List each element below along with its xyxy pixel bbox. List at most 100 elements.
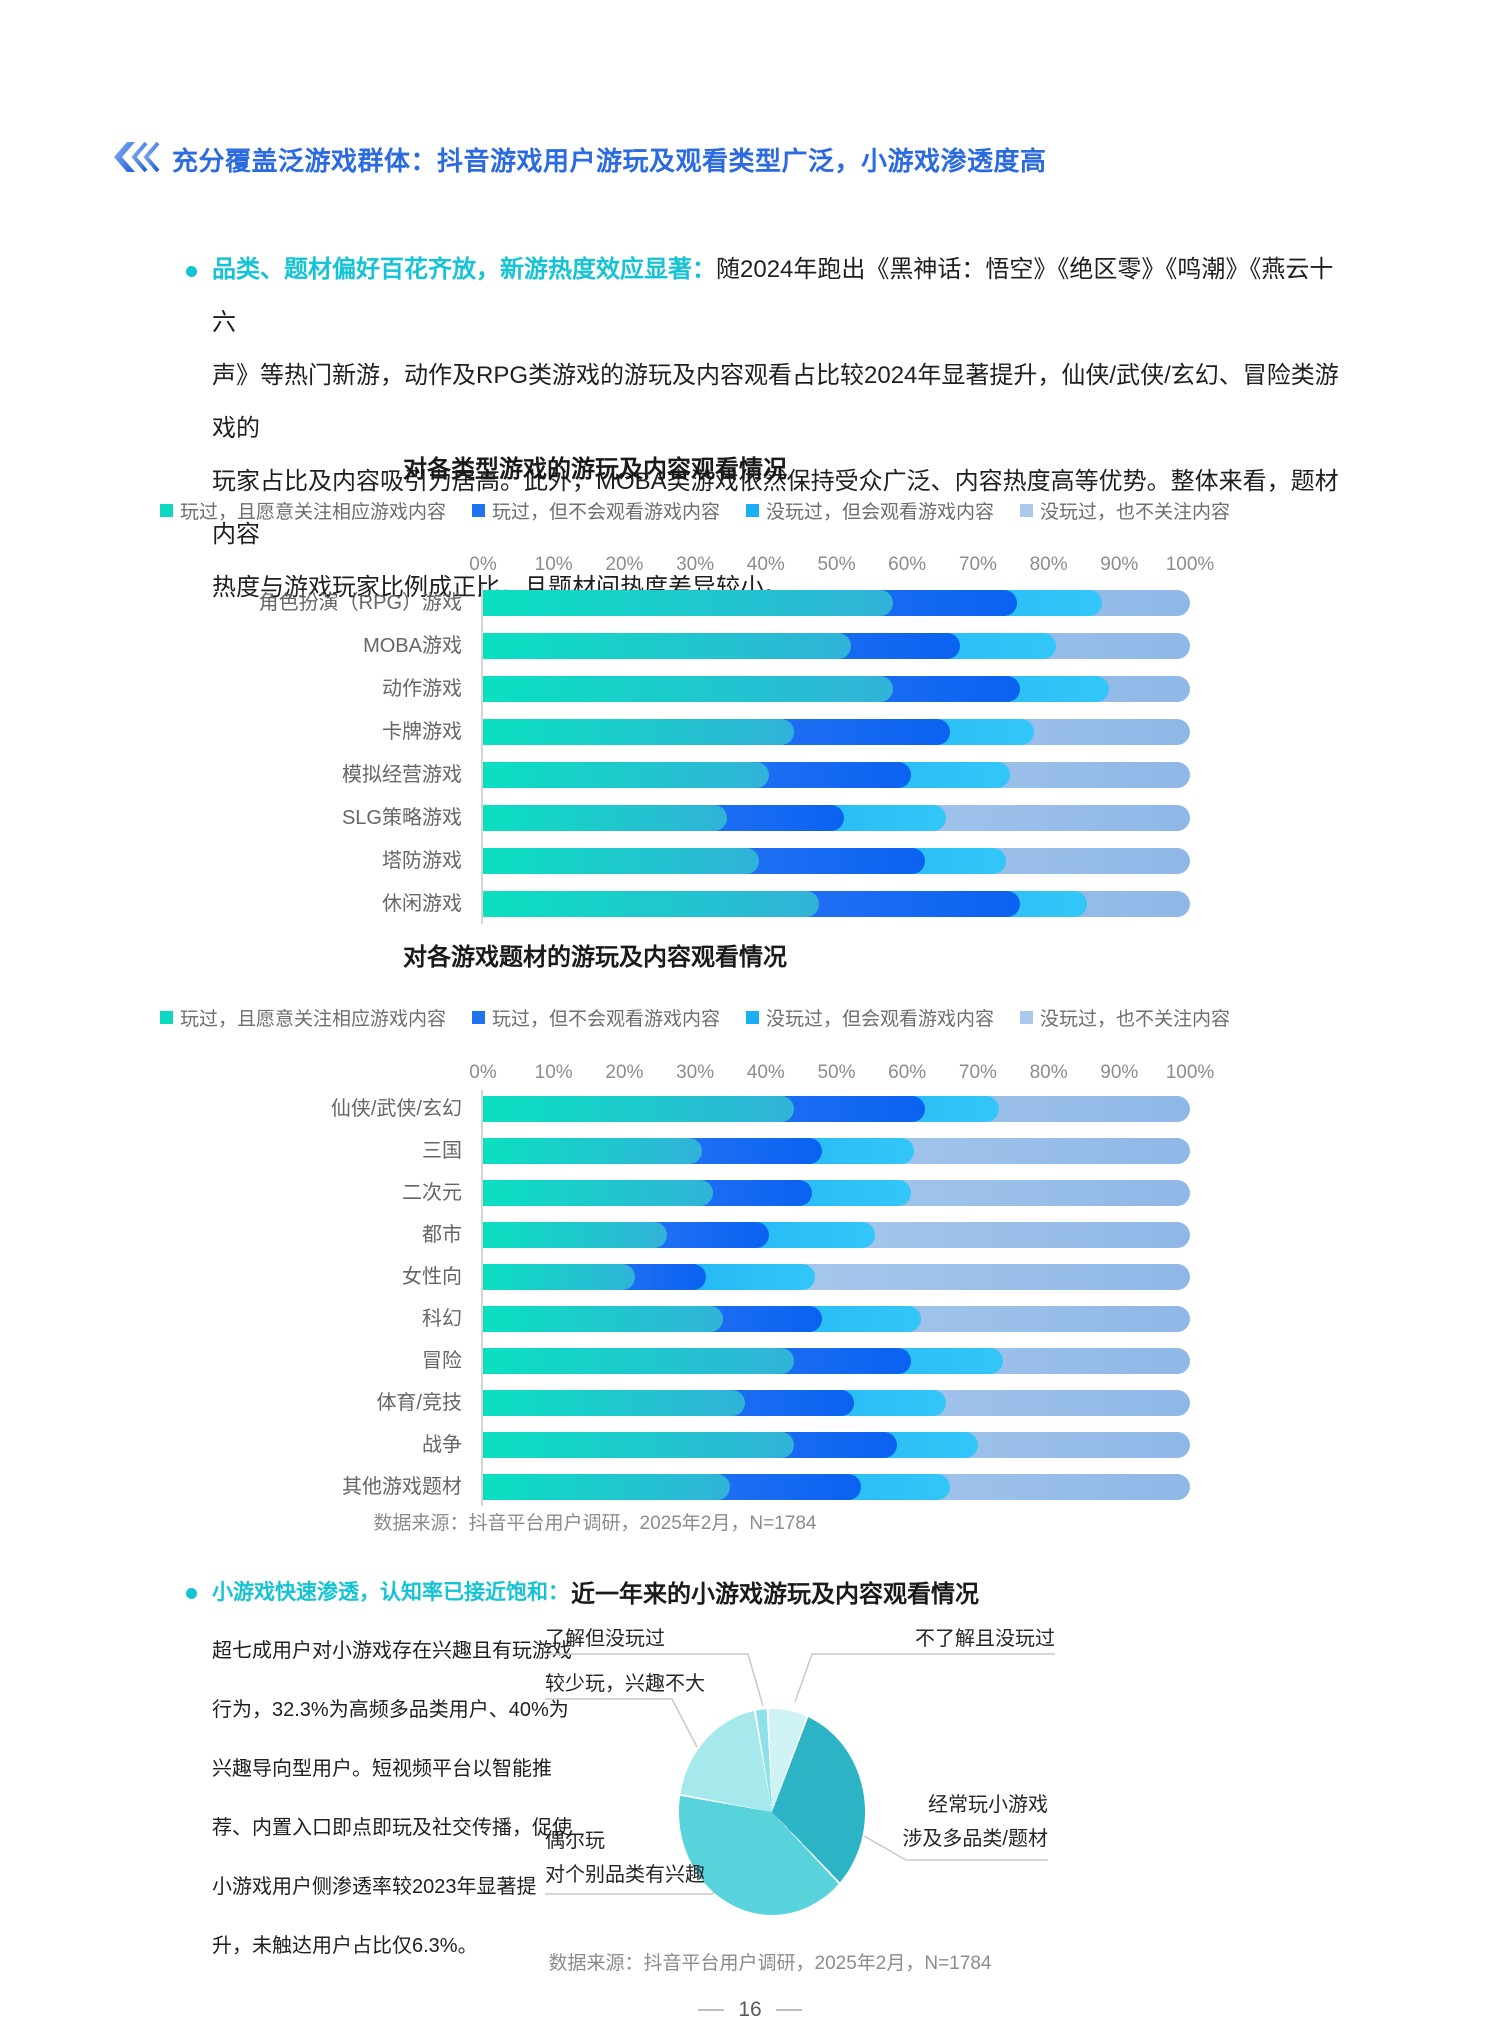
bar-row-label: 体育/竞技 bbox=[376, 1392, 462, 1414]
stacked-bar bbox=[483, 719, 1190, 745]
stacked-bar bbox=[483, 891, 1190, 917]
footer-dash bbox=[775, 2009, 802, 2011]
bar-row-label: 休闲游戏 bbox=[382, 893, 462, 915]
pie-title: 近一年来的小游戏游玩及内容观看情况 bbox=[571, 1581, 979, 1608]
legend-label: 玩过，且愿意关注相应游戏内容 bbox=[179, 1009, 446, 1030]
legend-item: 没玩过，但会观看游戏内容 bbox=[746, 1004, 994, 1031]
x-axis-tick: 30% bbox=[676, 554, 715, 575]
bar-segment bbox=[483, 1222, 667, 1248]
legend-label: 没玩过，也不关注内容 bbox=[1040, 502, 1231, 523]
bullet-icon bbox=[186, 266, 197, 277]
x-axis-tick: 40% bbox=[746, 554, 785, 575]
bar-row-label: 战争 bbox=[422, 1434, 462, 1456]
legend-swatch-icon bbox=[746, 504, 759, 517]
bar-segment bbox=[483, 1138, 703, 1164]
stacked-bar bbox=[483, 1390, 1190, 1416]
page-title: 充分覆盖泛游戏群体：抖音游戏用户游玩及观看类型广泛，小游戏渗透度高 bbox=[172, 146, 1047, 176]
bar-segment bbox=[483, 805, 727, 831]
bar-segment bbox=[483, 590, 894, 616]
stacked-bar bbox=[483, 848, 1190, 874]
bullet-icon bbox=[186, 1588, 197, 1599]
bar-row-label: 科幻 bbox=[422, 1308, 462, 1330]
footer-dash bbox=[698, 2009, 725, 2011]
stacked-bar bbox=[483, 633, 1190, 659]
x-axis-tick: 10% bbox=[534, 554, 573, 575]
legend-swatch-icon bbox=[471, 1011, 485, 1024]
bar-segment bbox=[483, 1348, 795, 1374]
stacked-bar bbox=[483, 805, 1190, 831]
x-axis-tick: 30% bbox=[676, 1062, 715, 1083]
section2-paragraph: 超七成用户对小游戏存在兴趣且有玩游戏 行为，32.3%为高频多品类用户、40%为… bbox=[212, 1640, 572, 1957]
bar-row-label: MOBA游戏 bbox=[363, 635, 462, 657]
bar-row-label: 都市 bbox=[422, 1224, 462, 1246]
bar-segment bbox=[483, 633, 851, 659]
x-axis-tick: 0% bbox=[469, 1062, 497, 1083]
bar-row-label: 女性向 bbox=[402, 1266, 462, 1288]
x-axis-tick: 90% bbox=[1100, 554, 1139, 575]
bar-row-label: 其他游戏题材 bbox=[342, 1476, 462, 1498]
bar-segment bbox=[483, 762, 770, 788]
stacked-bar bbox=[483, 1306, 1190, 1332]
legend-item: 玩过，且愿意关注相应游戏内容 bbox=[159, 1004, 446, 1031]
page-footer: 16 bbox=[0, 1998, 1500, 2022]
pie-label-rarely-play: 较少玩，兴趣不大 bbox=[545, 1673, 705, 1695]
legend-label: 没玩过，但会观看游戏内容 bbox=[766, 502, 995, 523]
bar-row-label: 仙侠/武侠/玄幻 bbox=[330, 1098, 462, 1120]
x-axis-tick: 100% bbox=[1165, 1062, 1215, 1083]
chart1-plot: 0% 10% 20% 30% 40% 50% 60% 70% 80% 90% 100% 角色扮演（RP… bbox=[190, 540, 1214, 940]
chart1-title: 对各类型游戏的游玩及内容观看情况 bbox=[403, 456, 787, 483]
x-axis-tick: 60% bbox=[888, 1062, 927, 1083]
bar-segment bbox=[483, 1180, 713, 1206]
legend-label: 没玩过，但会观看游戏内容 bbox=[766, 1009, 995, 1030]
bar-segment bbox=[483, 1096, 795, 1122]
bar-segment bbox=[483, 1474, 731, 1500]
bar-segment bbox=[483, 1432, 795, 1458]
legend-swatch-icon bbox=[746, 1011, 759, 1024]
legend-swatch-icon bbox=[471, 504, 485, 517]
legend-label: 玩过，但不会观看游戏内容 bbox=[491, 502, 720, 523]
x-axis-tick: 80% bbox=[1029, 1062, 1068, 1083]
bar-row-label: 塔防游戏 bbox=[382, 850, 462, 872]
x-axis-tick: 70% bbox=[958, 1062, 997, 1083]
bar-row-label: 二次元 bbox=[402, 1182, 462, 1204]
legend-item: 没玩过，也不关注内容 bbox=[1020, 1004, 1230, 1031]
x-axis-tick: 60% bbox=[888, 554, 927, 575]
legend-label: 没玩过，也不关注内容 bbox=[1040, 1009, 1231, 1030]
chart1-legend: 玩过，且愿意关注相应游戏内容 玩过，但不会观看游戏内容 没玩过，但会观看游戏内容 没玩… bbox=[159, 497, 1230, 524]
chart2-plot: 0% 10% 20% 30% 40% 50% 60% 70% 80% 90% 100% 仙侠/武侠/玄… bbox=[190, 1048, 1214, 1518]
stacked-bar bbox=[483, 1180, 1190, 1206]
y-axis-line bbox=[481, 1090, 483, 1506]
bar-row-label: 三国 bbox=[422, 1140, 462, 1162]
pie-label-unaware-not-played: 不了解且没玩过 bbox=[915, 1628, 1055, 1650]
x-axis-tick: 100% bbox=[1165, 554, 1215, 575]
legend-item: 玩过，但不会观看游戏内容 bbox=[471, 497, 720, 524]
bar-segment bbox=[483, 848, 759, 874]
legend-swatch-icon bbox=[1020, 504, 1034, 517]
intro-lead: 品类、题材偏好百花齐放，新游热度效应显著： bbox=[212, 256, 716, 283]
bar-segment bbox=[483, 676, 894, 702]
stacked-bar bbox=[483, 1138, 1190, 1164]
x-axis-tick: 40% bbox=[746, 1062, 785, 1083]
stacked-bar bbox=[483, 1222, 1190, 1248]
y-axis-line bbox=[481, 584, 483, 924]
stacked-bar bbox=[483, 1096, 1190, 1122]
stacked-bar bbox=[483, 1264, 1190, 1290]
bar-segment bbox=[483, 719, 795, 745]
legend-swatch-icon bbox=[159, 1011, 173, 1024]
bar-row-label: 冒险 bbox=[422, 1350, 462, 1372]
bar-row-label: 角色扮演（RPG）游戏 bbox=[258, 592, 462, 614]
chevron-left-icon bbox=[114, 141, 160, 173]
x-axis-tick: 50% bbox=[817, 1062, 856, 1083]
section2-lead: 小游戏快速渗透，认知率已接近饱和： bbox=[212, 1581, 569, 1604]
pie-chart bbox=[679, 1709, 865, 1915]
bar-row-label: 动作游戏 bbox=[382, 678, 462, 700]
legend-item: 没玩过，但会观看游戏内容 bbox=[746, 497, 994, 524]
legend-label: 玩过，但不会观看游戏内容 bbox=[491, 1009, 720, 1030]
bar-row-label: 模拟经营游戏 bbox=[342, 764, 462, 786]
stacked-bar bbox=[483, 1432, 1190, 1458]
chart2-title: 对各游戏题材的游玩及内容观看情况 bbox=[403, 944, 787, 971]
stacked-bar bbox=[483, 676, 1190, 702]
legend-item: 没玩过，也不关注内容 bbox=[1020, 497, 1230, 524]
x-axis-tick: 20% bbox=[605, 554, 644, 575]
